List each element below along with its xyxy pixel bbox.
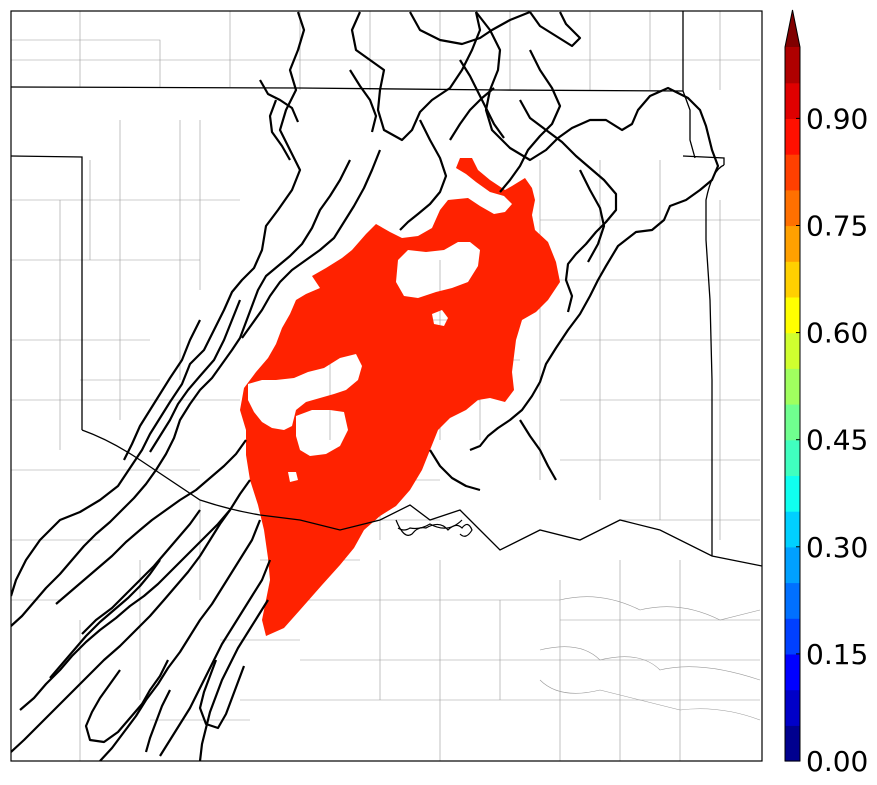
colorbar-segment (785, 154, 800, 191)
map-frame (10, 10, 763, 762)
colorbar-segment (785, 189, 800, 227)
colorbar-segment (785, 439, 800, 476)
river-border (395, 519, 473, 537)
probability-fill (240, 158, 560, 636)
colorbar-segment (785, 618, 800, 655)
state-boundaries (11, 11, 762, 567)
colorbar-segment (785, 689, 800, 726)
colorbar-segment (785, 261, 800, 298)
colorbar-tick-label: 0.45 (806, 424, 868, 457)
colorbar-segment (785, 582, 800, 619)
colorbar-segment (785, 725, 800, 762)
colorbar-tick-label: 0.00 (806, 745, 868, 778)
colorbar (784, 9, 801, 762)
colorbar-segment (785, 475, 800, 512)
colorbar-tick-label: 0.30 (806, 531, 868, 564)
colorbar-segment (785, 332, 800, 369)
colorbar-segment (785, 82, 800, 119)
map-panel (11, 11, 762, 761)
colorbar-segment (785, 368, 800, 405)
colorbar-segment (785, 225, 800, 262)
colorbar-segment (785, 47, 800, 84)
colorbar-tick-label: 0.60 (806, 317, 868, 350)
probability-contours (11, 11, 720, 761)
colorbar-segment (785, 653, 800, 691)
colorbar-extend-arrow (785, 10, 800, 47)
colorbar-tick-labels: 0.00 0.15 0.30 0.45 0.60 0.75 0.90 (806, 102, 868, 778)
colorbar-tick-label: 0.15 (806, 638, 868, 671)
colorbar-tick-label: 0.75 (806, 210, 868, 243)
colorbar-segment (785, 118, 800, 155)
colorbar-segment (785, 404, 800, 441)
colorbar-tick-label: 0.90 (806, 102, 868, 135)
colorbar-segment (785, 296, 800, 334)
colorbar-segment (785, 511, 800, 548)
colorbar-segment (785, 546, 800, 584)
